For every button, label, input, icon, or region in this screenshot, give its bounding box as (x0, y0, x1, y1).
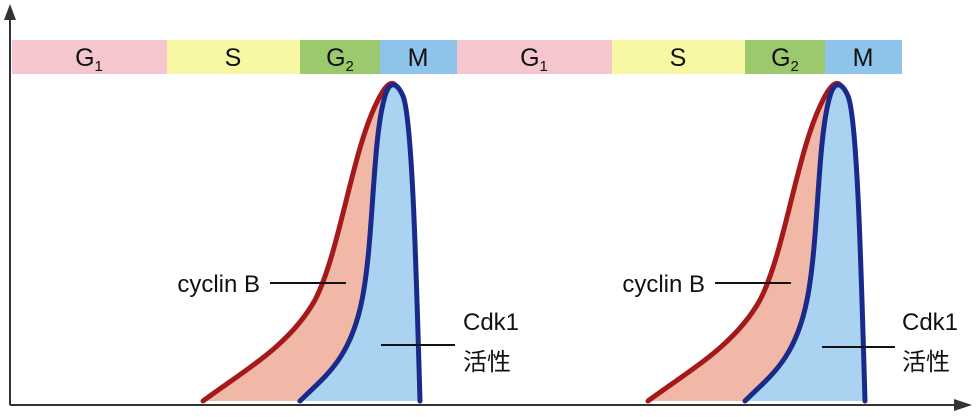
cdk1-activity-area (745, 84, 865, 402)
cyclin-b-label: cyclin B (622, 271, 705, 298)
phase-s-band (612, 40, 745, 74)
cyclin-b-curve (200, 80, 399, 404)
phase-s-label: S (670, 44, 687, 72)
phase-g1-band (457, 40, 612, 74)
cdk1-activity-area (300, 84, 420, 402)
cdk1-activity-label: 活性 (902, 348, 950, 376)
cdk1-label: Cdk1 (902, 309, 958, 336)
x-axis-arrowhead (954, 399, 972, 411)
phase-bar-2: G1 S G2 M (457, 40, 902, 75)
cdk1-label: Cdk1 (463, 309, 519, 336)
phase-bar-1: G1 S G2 M (12, 40, 457, 75)
phase-m-band (825, 40, 902, 74)
phase-g2-label: G2 (326, 44, 354, 75)
cycle-2: G1 S G2 M cyclin B Cdk1 活性 (457, 40, 958, 404)
axes (4, 4, 972, 411)
cdk1-activity-curve (297, 82, 423, 404)
phase-s-band (167, 40, 300, 74)
phase-g2-band (300, 40, 380, 74)
phase-g2-band (745, 40, 825, 74)
phase-g1-label: G1 (520, 44, 548, 75)
cycle-1: G1 S G2 M cyclin B Cdk1 活性 (12, 40, 519, 404)
phase-m-label: M (408, 44, 429, 72)
cyclin-b-curve (645, 80, 844, 404)
phase-s-label: S (225, 44, 242, 72)
phase-g2-label: G2 (771, 44, 799, 75)
cdk1-activity-label: 活性 (463, 348, 511, 376)
cyclin-b-label: cyclin B (177, 271, 260, 298)
y-axis-arrowhead (4, 4, 16, 20)
phase-m-label: M (853, 44, 874, 72)
cdk1-activity-curve (742, 82, 868, 404)
phase-g1-label: G1 (75, 44, 103, 75)
phase-g1-band (12, 40, 167, 74)
phase-m-band (380, 40, 457, 74)
